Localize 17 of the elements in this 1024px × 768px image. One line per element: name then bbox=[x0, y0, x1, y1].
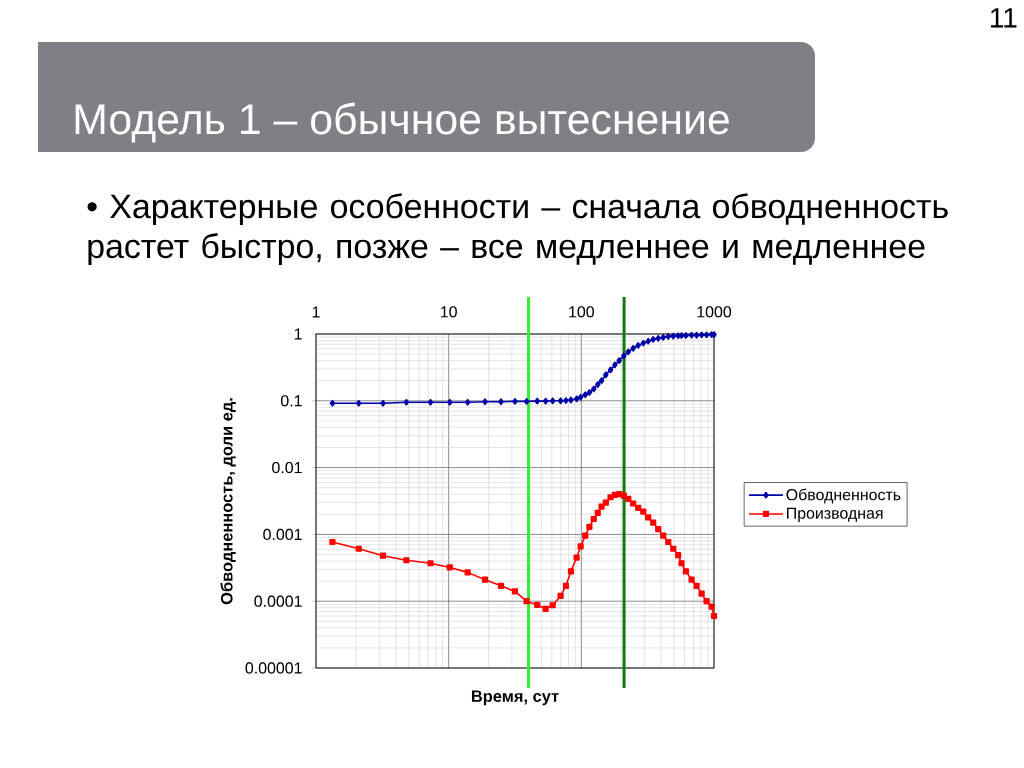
y-tick-label: 0.001 bbox=[263, 528, 302, 541]
y-tick-label: 0.00001 bbox=[245, 662, 302, 674]
x-tick-label: 1000 bbox=[697, 306, 732, 318]
y-axis-title: Обводненность, доли ед. bbox=[220, 398, 236, 605]
x-tick-label: 10 bbox=[441, 306, 457, 318]
x-axis-title: Время, сут bbox=[471, 690, 559, 706]
legend-label: Производная bbox=[787, 507, 883, 522]
chart-title: Модель 1 – обычное вытеснение bbox=[75, 102, 729, 143]
y-tick-label: 0.0001 bbox=[254, 595, 302, 607]
y-tick-label: 1 bbox=[294, 328, 302, 340]
legend-label: Обводненность bbox=[786, 488, 901, 504]
text: 11 bbox=[990, 8, 1017, 28]
chart-subtitle: • Характерные особенности – сначала обводненность растет быстро, позже – все медленнее и медленнее bbox=[87, 193, 948, 265]
x-tick-label: 1 bbox=[312, 306, 320, 318]
y-tick-label: 0.1 bbox=[280, 395, 302, 407]
y-tick-label: 0.01 bbox=[272, 461, 302, 474]
x-tick-label: 100 bbox=[569, 306, 594, 318]
